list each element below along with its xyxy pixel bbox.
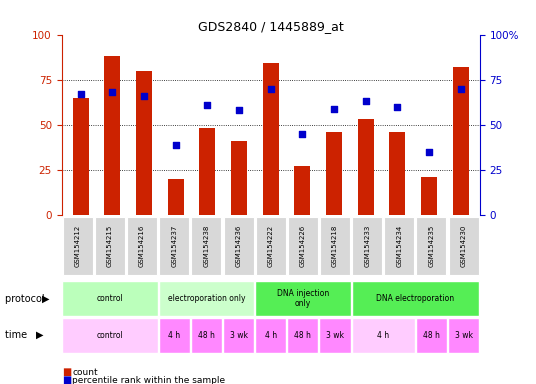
Text: 48 h: 48 h — [198, 331, 215, 339]
Text: control: control — [96, 331, 123, 339]
Text: 4 h: 4 h — [168, 331, 180, 339]
Point — [298, 131, 307, 137]
Point — [425, 149, 433, 155]
Bar — [326, 132, 342, 215]
Text: GSM154235: GSM154235 — [428, 225, 435, 267]
Bar — [421, 177, 437, 215]
Point — [393, 104, 401, 110]
Text: percentile rank within the sample: percentile rank within the sample — [72, 376, 226, 384]
Bar — [231, 141, 247, 215]
Point — [235, 107, 243, 113]
Text: ▶: ▶ — [42, 293, 49, 304]
Text: 48 h: 48 h — [423, 331, 440, 339]
Point — [330, 106, 338, 112]
Text: time: time — [5, 330, 31, 340]
Point — [361, 98, 370, 104]
Text: 3 wk: 3 wk — [455, 331, 473, 339]
Text: DNA injection
only: DNA injection only — [277, 289, 329, 308]
Text: GSM154233: GSM154233 — [364, 225, 370, 267]
Text: 3 wk: 3 wk — [229, 331, 248, 339]
Text: count: count — [72, 368, 98, 377]
Bar — [168, 179, 183, 215]
Text: electroporation only: electroporation only — [168, 294, 245, 303]
Point — [266, 86, 275, 92]
Text: 4 h: 4 h — [377, 331, 389, 339]
Point — [76, 91, 85, 97]
Text: GSM154222: GSM154222 — [267, 225, 274, 267]
Bar — [358, 119, 374, 215]
Point — [140, 93, 148, 99]
Point — [203, 102, 212, 108]
Text: GSM154234: GSM154234 — [396, 225, 403, 267]
Bar — [453, 67, 468, 215]
Point — [108, 89, 117, 95]
Text: control: control — [96, 294, 123, 303]
Text: GSM154238: GSM154238 — [203, 225, 210, 267]
Text: 48 h: 48 h — [294, 331, 311, 339]
Text: DNA electroporation: DNA electroporation — [376, 294, 455, 303]
Text: GSM154236: GSM154236 — [235, 225, 242, 267]
Text: 3 wk: 3 wk — [326, 331, 344, 339]
Text: GSM154218: GSM154218 — [332, 225, 338, 267]
Bar — [263, 63, 279, 215]
Bar — [294, 166, 310, 215]
Text: 4 h: 4 h — [265, 331, 277, 339]
Title: GDS2840 / 1445889_at: GDS2840 / 1445889_at — [198, 20, 344, 33]
Text: GSM154230: GSM154230 — [460, 225, 467, 267]
Bar — [199, 128, 215, 215]
Point — [172, 142, 180, 148]
Text: ■: ■ — [62, 367, 71, 377]
Bar — [73, 98, 88, 215]
Text: GSM154212: GSM154212 — [75, 225, 81, 267]
Bar — [390, 132, 405, 215]
Bar — [105, 56, 120, 215]
Text: GSM154226: GSM154226 — [300, 225, 306, 267]
Text: ▶: ▶ — [36, 330, 44, 340]
Text: protocol: protocol — [5, 293, 48, 304]
Text: ■: ■ — [62, 375, 71, 384]
Text: GSM154237: GSM154237 — [171, 225, 177, 267]
Bar — [136, 71, 152, 215]
Text: GSM154215: GSM154215 — [107, 225, 113, 267]
Text: GSM154216: GSM154216 — [139, 225, 145, 267]
Point — [457, 86, 465, 92]
